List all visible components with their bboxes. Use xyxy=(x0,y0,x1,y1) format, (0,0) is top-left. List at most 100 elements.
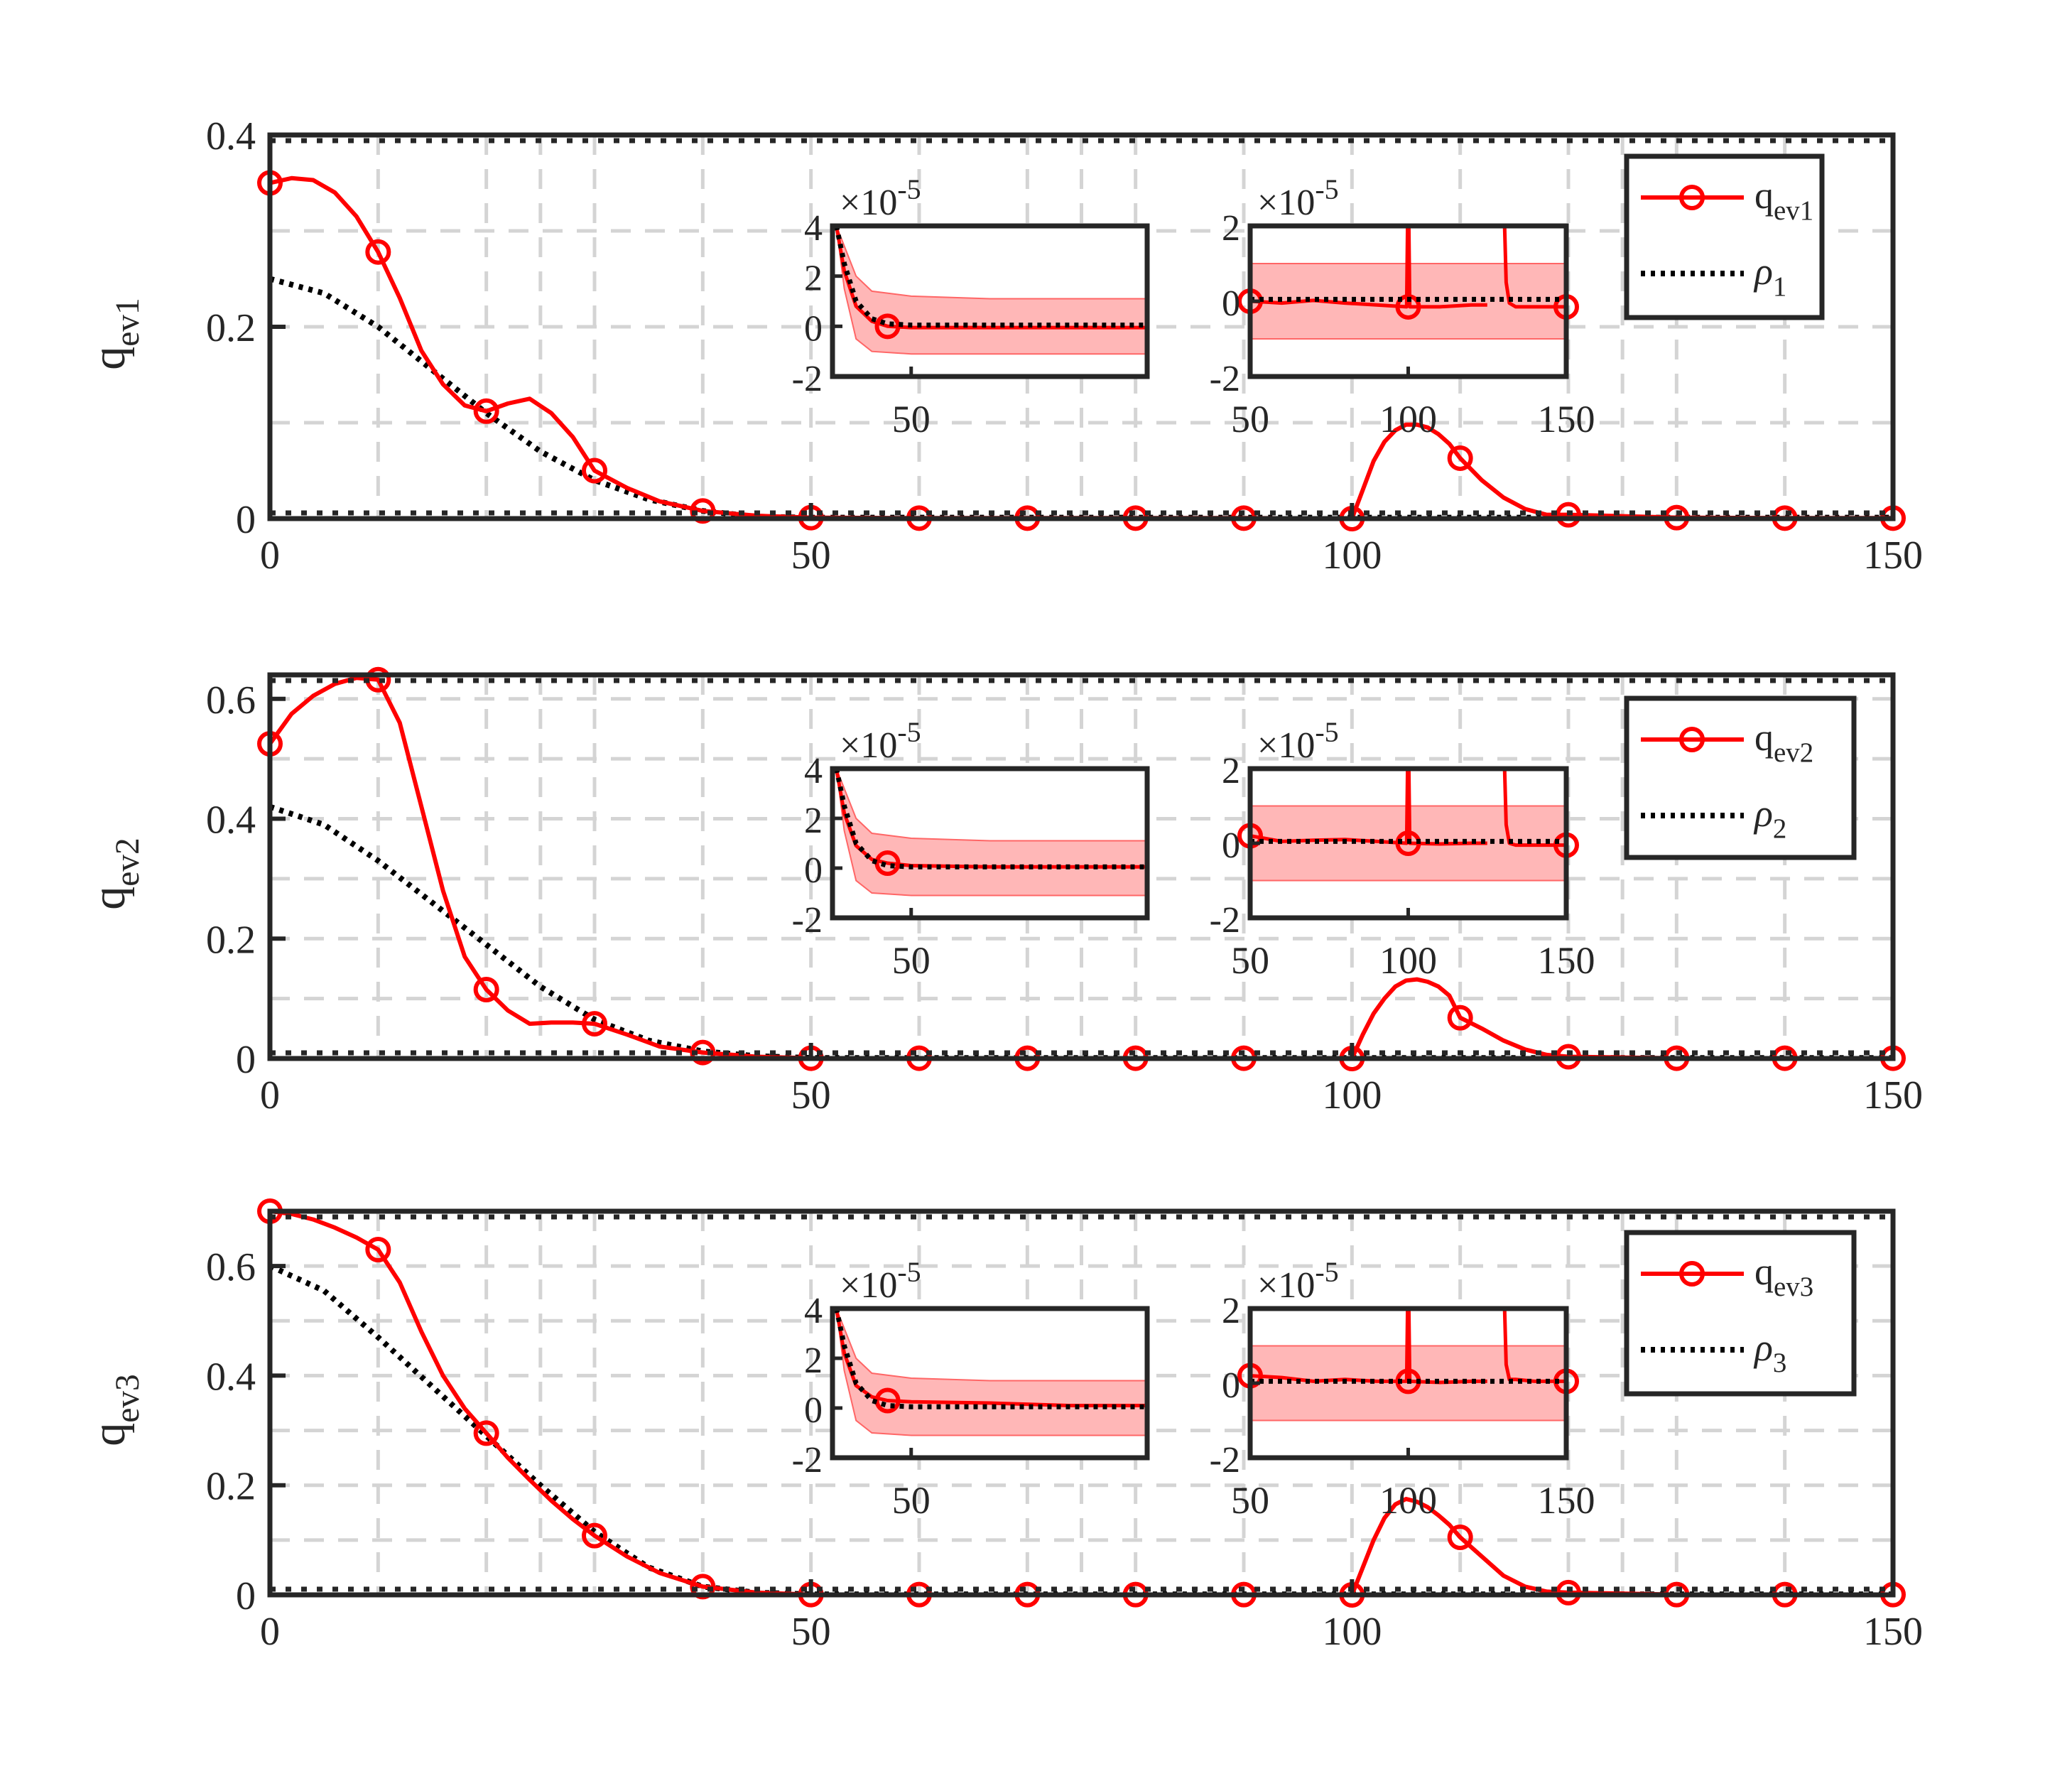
inset-y-tick-label: 4 xyxy=(804,1291,823,1331)
legend-label-2-base: ρ xyxy=(1753,250,1773,293)
legend-label-1-base: q xyxy=(1754,174,1774,217)
inset-y-tick-label: 0 xyxy=(804,850,823,891)
y-axis-label-group: qev3 xyxy=(83,1374,146,1446)
inset-y-tick-label: 2 xyxy=(804,801,823,841)
axes-box xyxy=(267,1208,1896,1598)
y-axis-label: qev1 xyxy=(83,298,146,370)
qev-marker xyxy=(1447,1525,1473,1550)
inset-2: 50 100 150 2 0 -2 ×10-5 xyxy=(1210,716,1595,982)
inset-y-tick-label: 4 xyxy=(804,208,823,249)
inset-y-tick-label: -2 xyxy=(792,900,823,941)
inset-qev-line xyxy=(1502,768,1566,848)
inset-qev-line xyxy=(1406,1308,1487,1385)
inset-exponent-label: ×10-5 xyxy=(840,173,921,223)
legend-label-2-sub: 1 xyxy=(1773,271,1786,302)
x-tick-label: 100 xyxy=(1322,1073,1382,1117)
legend-marker xyxy=(1679,727,1705,752)
inset-y-tick-label: -2 xyxy=(792,359,823,399)
inset-rho-line xyxy=(834,1308,1147,1409)
qev-marker xyxy=(582,1011,607,1037)
qev-marker xyxy=(365,1237,391,1262)
legend-label-2-sub: 2 xyxy=(1773,813,1786,844)
y-tick-label: 0.4 xyxy=(206,114,256,158)
legend-label-1-base: q xyxy=(1754,1250,1774,1293)
inset-x-tick-label: 50 xyxy=(1231,1479,1269,1522)
inset-y-tick-label: 4 xyxy=(804,751,823,791)
y-tick-label: 0.4 xyxy=(206,798,256,843)
legend-label-1-sub: ev2 xyxy=(1774,737,1813,768)
inset-x-tick-label: 50 xyxy=(1231,398,1269,440)
x-tick-label: 0 xyxy=(260,1073,280,1117)
y-tick-label: 0.2 xyxy=(206,306,256,350)
inset-x-tick-label: 100 xyxy=(1379,398,1437,440)
y-axis-label-sub: ev1 xyxy=(109,298,146,347)
inset-y-tick-label: -2 xyxy=(1210,900,1240,941)
inset-exponent-base: ×10 xyxy=(1257,183,1315,223)
inset-y-tick-label: 2 xyxy=(1222,208,1240,249)
inset-exponent-label: ×10-5 xyxy=(840,716,921,766)
qev-marker xyxy=(1447,1005,1473,1031)
legend-label-2-base: ρ xyxy=(1753,1326,1773,1369)
y-axis-label-base: q xyxy=(83,887,135,910)
y-axis-label-base: q xyxy=(83,1423,135,1446)
y-axis-label-base: q xyxy=(83,347,135,370)
legend-label-1: qev1 xyxy=(1754,174,1813,226)
inset-2: 50 100 150 2 0 -2 ×10-5 xyxy=(1210,1256,1595,1522)
x-tick-label: 150 xyxy=(1863,1610,1923,1654)
legend-label-2: ρ3 xyxy=(1753,1326,1786,1378)
inset-exponent-power: -5 xyxy=(897,716,921,748)
inset-1: 50 4 2 0 -2 ×10-5 xyxy=(792,1256,1150,1522)
inset-x-tick-label: 50 xyxy=(892,398,931,440)
y-tick-label: 0.6 xyxy=(206,678,256,722)
legend-marker xyxy=(1679,185,1705,210)
inset-exponent-label: ×10-5 xyxy=(1257,173,1339,223)
panel-2: 0 50 100 15000.20.40.6qev2qev2ρ250420-2×10-… xyxy=(83,666,1923,1117)
inset-exponent-power: -5 xyxy=(1315,1256,1338,1288)
legend-label-2-sub: 3 xyxy=(1773,1348,1786,1378)
inset-x-tick-label: 50 xyxy=(892,939,931,982)
inset-y-tick-label: 0 xyxy=(804,1390,823,1431)
axes-box xyxy=(267,672,1896,1061)
y-axis-label-group: qev1 xyxy=(83,298,146,370)
y-tick-label: 0.4 xyxy=(206,1355,256,1399)
inset-x-tick-label: 50 xyxy=(1231,939,1269,982)
inset-exponent-base: ×10 xyxy=(1257,725,1315,766)
legend-label-2-base: ρ xyxy=(1753,792,1773,835)
inset-x-tick-label: 100 xyxy=(1379,939,1437,982)
inset-exponent-base: ×10 xyxy=(840,725,897,766)
inset-y-tick-label: 2 xyxy=(804,259,823,299)
legend-label-1-sub: ev1 xyxy=(1774,195,1813,226)
inset-exponent-power: -5 xyxy=(897,173,921,205)
inset-exponent-label: ×10-5 xyxy=(1257,716,1339,766)
inset-exponent-label: ×10-5 xyxy=(1257,1256,1339,1306)
inset-exponent-base: ×10 xyxy=(840,183,897,223)
inset-exponent-power: -5 xyxy=(897,1256,921,1288)
inset-x-tick-label: 150 xyxy=(1538,939,1595,982)
qev-marker xyxy=(473,398,499,424)
legend-label-1: qev3 xyxy=(1754,1250,1813,1302)
legend-label-1-sub: ev3 xyxy=(1774,1272,1813,1302)
inset-y-tick-label: -2 xyxy=(1210,359,1240,399)
y-tick-label: 0 xyxy=(236,1574,256,1618)
y-tick-label: 0 xyxy=(236,498,256,542)
legend-label-2: ρ1 xyxy=(1753,250,1786,302)
qev-marker xyxy=(473,976,499,1002)
y-tick-label: 0 xyxy=(236,1038,256,1082)
x-tick-label: 0 xyxy=(260,534,280,578)
inset-x-tick-label: 100 xyxy=(1379,1479,1437,1522)
inset-y-tick-label: 2 xyxy=(1222,1291,1240,1331)
legend-box xyxy=(1624,695,1857,860)
inset-y-tick-label: 2 xyxy=(1222,751,1240,791)
qev-marker xyxy=(582,457,607,484)
inset-exponent-base: ×10 xyxy=(840,1265,897,1306)
inset-y-tick-label: 0 xyxy=(1222,283,1240,324)
inset-exponent-label: ×10-5 xyxy=(840,1256,921,1306)
qev-marker xyxy=(582,1522,607,1549)
inset-box xyxy=(830,1306,1150,1461)
inset-box xyxy=(830,766,1150,921)
inset-1: 50 4 2 0 -2 ×10-5 xyxy=(792,716,1150,982)
inset-y-tick-label: -2 xyxy=(792,1440,823,1480)
x-tick-label: 0 xyxy=(260,1610,280,1654)
